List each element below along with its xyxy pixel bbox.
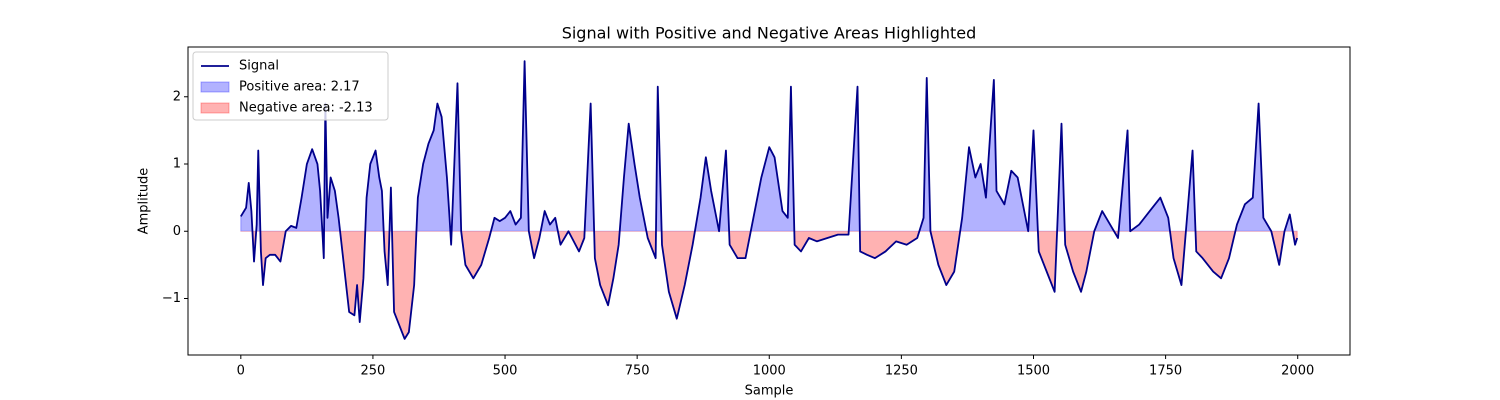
legend-label: Signal [239, 59, 279, 74]
x-tick-label: 250 [361, 364, 386, 379]
x-tick-label: 1000 [753, 364, 786, 379]
legend-swatch [200, 81, 230, 93]
x-axis-label: Sample [745, 384, 794, 399]
y-tick-label: −1 [162, 291, 181, 306]
legend-swatch [200, 102, 230, 114]
legend-box [192, 51, 389, 121]
x-tick-label: 500 [493, 364, 518, 379]
y-tick-label: 2 [173, 89, 181, 104]
x-tick-label: 2000 [1281, 364, 1314, 379]
y-axis-label: Amplitude [137, 168, 152, 235]
legend-label: Positive area: 2.17 [239, 80, 360, 95]
x-tick-label: 750 [625, 364, 650, 379]
y-tick-label: 0 [173, 224, 181, 239]
signal-line [240, 60, 1299, 340]
x-tick-label: 1250 [885, 364, 918, 379]
legend-label: Negative area: -2.13 [239, 101, 373, 116]
x-tick-label: 1500 [1017, 364, 1050, 379]
y-tick-label: 1 [173, 157, 181, 172]
chart-title: Signal with Positive and Negative Areas … [562, 24, 977, 43]
plot-frame [187, 46, 1351, 356]
x-tick-label: 0 [237, 364, 245, 379]
x-tick-label: 1750 [1149, 364, 1182, 379]
